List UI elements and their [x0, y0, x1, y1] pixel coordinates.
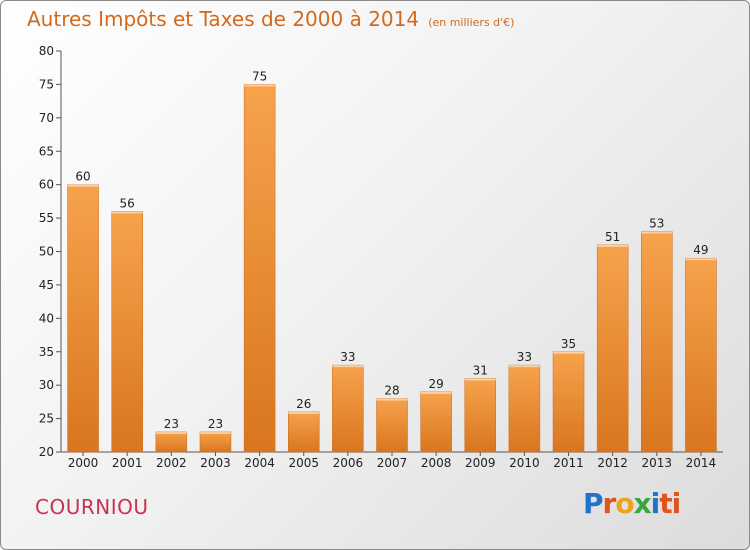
y-tick-label: 55 — [39, 211, 54, 225]
x-tick-label-2011: 2011 — [553, 456, 584, 470]
value-label-2006: 33 — [340, 350, 355, 364]
x-tick-label-2012: 2012 — [597, 456, 628, 470]
bar-highlight-2003 — [199, 431, 231, 434]
x-tick-label-2006: 2006 — [333, 456, 364, 470]
bar-2012 — [596, 244, 629, 453]
y-tick-label: 80 — [39, 44, 54, 58]
y-tick-label: 35 — [39, 345, 54, 359]
x-tick-label-2007: 2007 — [377, 456, 408, 470]
bar-highlight-2012 — [597, 244, 629, 247]
bar-highlight-2000 — [67, 184, 99, 187]
x-tick-label-2000: 2000 — [68, 456, 99, 470]
chart-subtitle: (en milliers d'€) — [428, 16, 515, 29]
bar-highlight-2008 — [420, 391, 452, 394]
bar-highlight-2011 — [553, 351, 585, 354]
bar-2010 — [508, 364, 541, 453]
commune-name: COURNIOU — [35, 495, 149, 519]
y-tick-label: 70 — [39, 111, 54, 125]
value-label-2003: 23 — [208, 417, 223, 431]
bar-2003 — [199, 431, 232, 453]
y-tick-label: 60 — [39, 178, 54, 192]
bar-highlight-2006 — [332, 365, 364, 368]
value-label-2009: 31 — [473, 363, 488, 377]
x-tick-label-2008: 2008 — [421, 456, 452, 470]
value-label-2002: 23 — [164, 417, 179, 431]
y-tick-label: 65 — [39, 144, 54, 158]
bar-2008 — [420, 391, 452, 453]
value-label-2004: 75 — [252, 69, 267, 83]
chart-title: Autres Impôts et Taxes de 2000 à 2014 — [27, 7, 420, 31]
value-label-2007: 28 — [384, 384, 399, 398]
value-label-2001: 56 — [120, 196, 135, 210]
bar-highlight-2013 — [641, 231, 673, 234]
bar-highlight-2014 — [685, 258, 717, 261]
bar-chart: 20 25 30 35 40 45 50 55 60 65 70 75 80 2000 2001 2002 20… — [39, 44, 723, 470]
bar-2000 — [67, 184, 99, 453]
value-label-2011: 35 — [561, 337, 576, 351]
x-tick-label-2002: 2002 — [156, 456, 187, 470]
bar-2014 — [685, 257, 717, 453]
value-label-2013: 53 — [649, 216, 664, 230]
bar-highlight-2005 — [288, 411, 320, 414]
bar-highlight-2002 — [155, 431, 187, 434]
bar-highlight-2010 — [508, 365, 540, 368]
y-tick-label: 50 — [39, 245, 54, 259]
bar-highlight-2001 — [111, 211, 143, 214]
bars: 60 56 23 23 75 26 33 28 29 31 33 35 51 53 49 — [67, 69, 717, 453]
bar-2002 — [155, 431, 188, 453]
proxiti-logo[interactable]: Proxiti — [583, 487, 681, 520]
y-tick-label: 20 — [39, 445, 54, 459]
x-tick-label-2009: 2009 — [465, 456, 496, 470]
bar-highlight-2009 — [464, 378, 496, 381]
bar-2013 — [641, 231, 673, 453]
value-label-2000: 60 — [75, 170, 90, 184]
value-label-2008: 29 — [428, 377, 443, 391]
axes: 20 25 30 35 40 45 50 55 60 65 70 75 80 2000 2001 2002 20… — [39, 44, 723, 470]
bar-highlight-2004 — [244, 84, 276, 87]
x-tick-label-2014: 2014 — [686, 456, 717, 470]
value-label-2012: 51 — [605, 230, 620, 244]
x-tick-label-2004: 2004 — [244, 456, 275, 470]
bar-2001 — [111, 211, 143, 453]
value-label-2010: 33 — [517, 350, 532, 364]
bar-2006 — [332, 364, 364, 453]
value-label-2014: 49 — [693, 243, 708, 257]
bar-highlight-2007 — [376, 398, 408, 401]
bar-2005 — [287, 411, 320, 453]
title-line: Autres Impôts et Taxes de 2000 à 2014 (e… — [27, 7, 514, 31]
bar-2004 — [243, 84, 276, 453]
bar-2009 — [464, 378, 497, 453]
x-tick-label-2001: 2001 — [112, 456, 143, 470]
x-tick-label-2003: 2003 — [200, 456, 231, 470]
y-tick-label: 25 — [39, 412, 54, 426]
value-label-2005: 26 — [296, 397, 311, 411]
y-tick-label: 30 — [39, 378, 54, 392]
bar-2011 — [552, 351, 585, 453]
x-tick-label-2010: 2010 — [509, 456, 540, 470]
y-tick-label: 40 — [39, 311, 54, 325]
x-tick-label-2013: 2013 — [642, 456, 673, 470]
bar-2007 — [376, 398, 408, 453]
y-tick-label: 75 — [39, 77, 54, 91]
x-tick-label-2005: 2005 — [288, 456, 319, 470]
y-tick-label: 45 — [39, 278, 54, 292]
